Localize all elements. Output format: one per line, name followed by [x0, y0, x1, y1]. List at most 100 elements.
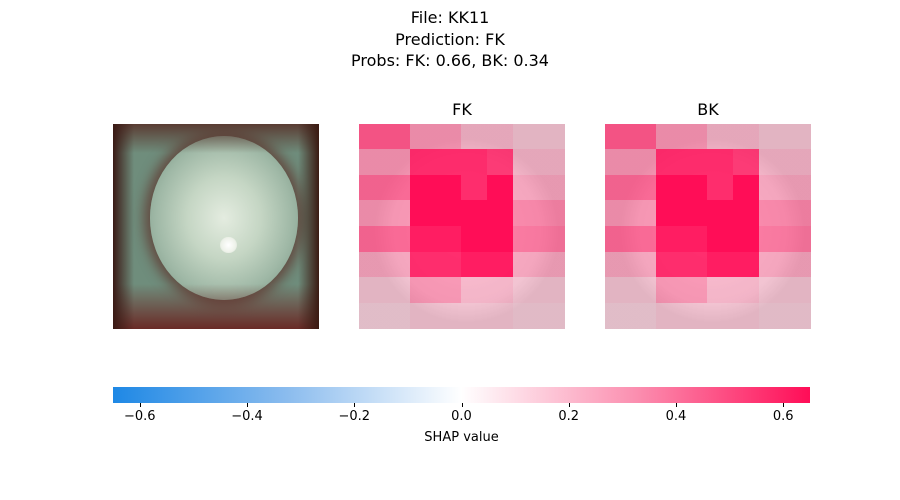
shap-cell — [707, 252, 733, 277]
bk-shap-grid — [605, 124, 811, 329]
file-title: File: KK11 — [410, 8, 490, 27]
shap-cell — [605, 124, 656, 149]
shap-cell — [759, 200, 811, 226]
shap-cell — [410, 124, 461, 149]
shap-cell — [759, 252, 811, 277]
shap-cell — [487, 226, 513, 252]
shap-cell — [656, 226, 707, 252]
shap-cell — [359, 277, 410, 303]
shap-cell — [410, 226, 461, 252]
shap-cell — [487, 252, 513, 277]
fk-shap-grid — [359, 124, 565, 329]
shap-cell — [759, 175, 811, 200]
colorbar-tick — [568, 403, 570, 407]
shap-cell — [656, 200, 707, 226]
colorbar-tick-label: 0.6 — [772, 409, 794, 424]
shap-cell — [487, 124, 513, 149]
shap-cell — [733, 226, 759, 252]
fk-panel-title: FK — [452, 100, 472, 119]
shap-cell — [733, 124, 759, 149]
shap-cell — [656, 252, 707, 277]
shap-cell — [487, 175, 513, 200]
input-eye-image — [113, 124, 319, 329]
colorbar-tick-label: 0.2 — [558, 409, 580, 424]
shap-cell — [656, 149, 707, 175]
colorbar-tick — [354, 403, 356, 407]
shap-cell — [461, 303, 487, 329]
shap-cell — [487, 200, 513, 226]
bk-panel-title: BK — [697, 100, 719, 119]
shap-cell — [410, 149, 461, 175]
shap-cell — [759, 303, 811, 329]
shap-cell — [513, 124, 565, 149]
shap-cell — [461, 175, 487, 200]
shap-cell — [487, 149, 513, 175]
shap-cell — [656, 124, 707, 149]
shap-cell — [513, 200, 565, 226]
shap-cell — [605, 226, 656, 252]
shap-cell — [707, 200, 733, 226]
shap-cell — [605, 277, 656, 303]
shap-cell — [733, 149, 759, 175]
shap-cell — [461, 200, 487, 226]
shap-cell — [461, 124, 487, 149]
colorbar-tick — [247, 403, 249, 407]
shap-cell — [759, 124, 811, 149]
bk-shap-heatmap — [605, 124, 811, 329]
colorbar-tick — [139, 403, 141, 407]
shap-cell — [707, 226, 733, 252]
colorbar-tick — [783, 403, 785, 407]
shap-cell — [733, 200, 759, 226]
shap-cell — [410, 200, 461, 226]
probs-title: Probs: FK: 0.66, BK: 0.34 — [351, 51, 549, 70]
shap-cell — [605, 149, 656, 175]
fk-shap-heatmap — [359, 124, 565, 329]
shap-cell — [461, 277, 487, 303]
shap-cell — [707, 303, 733, 329]
shap-cell — [605, 175, 656, 200]
shap-cell — [513, 175, 565, 200]
shap-cell — [707, 277, 733, 303]
shap-cell — [359, 149, 410, 175]
colorbar-tick-label: −0.2 — [338, 409, 371, 424]
shap-cell — [733, 175, 759, 200]
prediction-title: Prediction: FK — [395, 30, 505, 49]
shap-cell — [707, 175, 733, 200]
colorbar-tick-label: −0.6 — [124, 409, 156, 424]
shap-cell — [461, 252, 487, 277]
shap-cell — [733, 303, 759, 329]
shap-cell — [656, 175, 707, 200]
shap-cell — [461, 149, 487, 175]
shap-colorbar — [113, 387, 810, 403]
shap-cell — [759, 149, 811, 175]
shap-cell — [605, 200, 656, 226]
shap-cell — [359, 124, 410, 149]
shap-cell — [513, 252, 565, 277]
shap-cell — [513, 303, 565, 329]
shap-cell — [656, 303, 707, 329]
shap-cell — [513, 226, 565, 252]
shap-cell — [359, 200, 410, 226]
shap-cell — [733, 277, 759, 303]
shap-cell — [605, 303, 656, 329]
colorbar-tick — [675, 403, 677, 407]
shap-cell — [359, 226, 410, 252]
shap-cell — [759, 277, 811, 303]
shap-cell — [759, 226, 811, 252]
shap-cell — [733, 252, 759, 277]
colorbar-tick-label: −0.4 — [231, 409, 263, 424]
colorbar-tick-label: 0.0 — [451, 409, 472, 424]
colorbar-tick-label: 0.4 — [665, 409, 687, 424]
shap-cell — [487, 303, 513, 329]
shap-cell — [461, 226, 487, 252]
shap-cell — [513, 149, 565, 175]
shap-cell — [707, 124, 733, 149]
shap-cell — [513, 277, 565, 303]
colorbar-label: SHAP value — [424, 430, 499, 445]
colorbar-tick — [461, 403, 463, 407]
shap-cell — [707, 149, 733, 175]
shap-cell — [410, 303, 461, 329]
shap-cell — [487, 277, 513, 303]
shap-cell — [410, 252, 461, 277]
shap-cell — [410, 277, 461, 303]
